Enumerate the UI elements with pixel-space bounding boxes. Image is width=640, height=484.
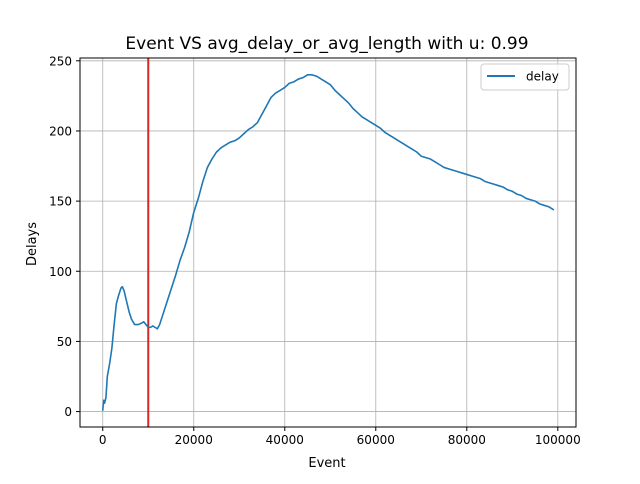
x-tick-label-20000: 20000 — [175, 433, 213, 447]
x-tick-label-40000: 40000 — [266, 433, 304, 447]
x-tick-label-0: 0 — [99, 433, 107, 447]
legend-box — [480, 63, 570, 91]
y-tick-label-100: 100 — [49, 265, 72, 279]
tick-labels: 0 20000 40000 60000 80000 100000 0 50 100 150 200 2… — [49, 54, 581, 447]
y-tick-label-0: 0 — [64, 405, 72, 419]
y-tick-label-250: 250 — [49, 54, 72, 68]
legend-label-delay: delay — [526, 70, 559, 84]
x-tick-label-80000: 80000 — [448, 433, 486, 447]
series-layer — [101, 58, 555, 427]
plot-frame — [79, 57, 577, 428]
x-tick-label-60000: 60000 — [357, 433, 395, 447]
x-axis-label: Event — [308, 456, 345, 471]
y-tick-label-200: 200 — [49, 124, 72, 138]
y-axis-label: Delays — [25, 222, 40, 266]
chart-title: Event VS avg_delay_or_avg_length with u:… — [125, 34, 528, 54]
series-line-delay — [101, 74, 555, 411]
axes — [76, 57, 577, 431]
y-tick-label-150: 150 — [49, 195, 72, 209]
y-tick-label-50: 50 — [57, 335, 72, 349]
grid-lines — [80, 58, 576, 427]
x-tick-label-100000: 100000 — [535, 433, 581, 447]
legend: delay — [480, 63, 570, 91]
